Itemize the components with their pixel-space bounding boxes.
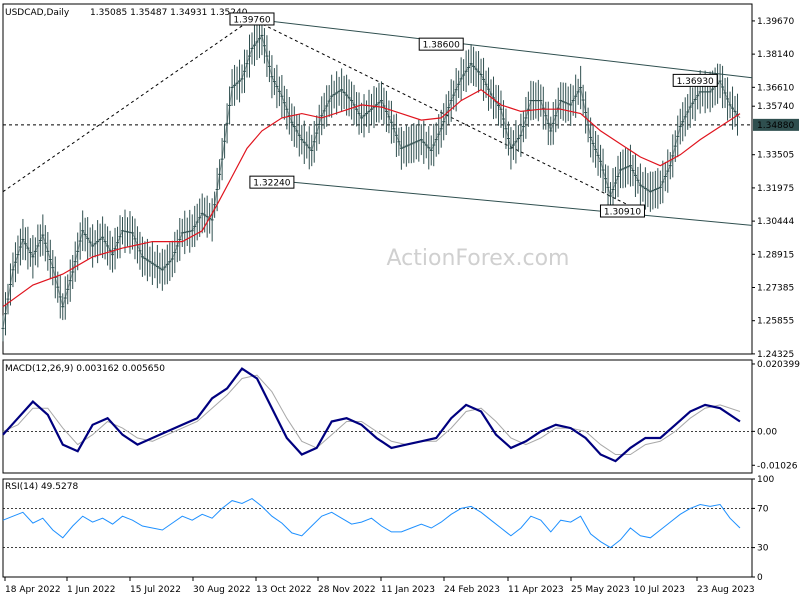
x-tick-label: 1 Jun 2022	[67, 585, 115, 595]
x-tick-label: 11 Jan 2023	[381, 585, 435, 595]
rsi-panel: RSI(14) 49.5278 100 70 30 0	[2, 475, 774, 583]
price-axis-tick-label: 1.38140	[757, 50, 794, 60]
rsi-title: RSI(14) 49.5278	[5, 482, 78, 492]
x-tick-label: 30 Aug 2022	[193, 585, 251, 595]
annotation-box	[418, 37, 464, 51]
price-axis-tick-label: 1.27385	[757, 283, 794, 293]
x-axis: 18 Apr 2022 1 Jun 2022 15 Jul 2022 30 Aug 2…	[4, 577, 755, 595]
price-axis-tick-label: 1.35740	[757, 102, 794, 112]
x-tick-label: 11 Apr 2023	[508, 585, 564, 595]
annotation-box	[672, 73, 718, 87]
annotation-label: 1.30910	[604, 208, 641, 218]
price-axis-tick-label: 1.30444	[757, 217, 794, 227]
annotation-label: 1.38600	[423, 41, 460, 51]
price-axis-tick-label: 1.39670	[757, 17, 794, 27]
price-frame	[2, 3, 753, 355]
header-symbol: USDCAD,Daily	[5, 8, 70, 18]
annotation-label: 1.39760	[233, 15, 270, 25]
price-close-line	[2, 34, 741, 329]
macd-frame	[2, 359, 753, 474]
x-tick-label: 13 Oct 2022	[256, 585, 312, 595]
annotation-box	[249, 175, 295, 189]
channel-upper-line	[251, 18, 753, 79]
price-axis-tick-label: 1.25855	[757, 317, 794, 327]
rsi-axis-tick-label: 70	[757, 504, 769, 514]
macd-panel: MACD(12,26,9) 0.003162 0.005650 0.020399…	[2, 359, 800, 474]
macd-main-line	[2, 367, 741, 463]
annotation-label: 1.36930	[677, 77, 714, 87]
price-axis-tick-label: 1.31975	[757, 184, 794, 194]
macd-axis-tick-label: -0.01026	[757, 461, 798, 471]
price-axis-tick-label: 1.24325	[757, 350, 794, 360]
price-panel: 1.39670 1.38140 1.36610 1.35740 1.33505 1.319…	[1, 3, 799, 360]
x-tick-label: 28 Nov 2022	[318, 585, 376, 595]
dashed-trendline-left	[2, 18, 253, 193]
annotation-label: 1.32240	[253, 179, 290, 189]
macd-title: MACD(12,26,9) 0.003162 0.005650	[5, 364, 165, 374]
price-axis-tick-label: 1.28915	[757, 250, 794, 260]
macd-axis-tick-label: 0.00	[757, 427, 777, 437]
x-tick-label: 15 Jul 2022	[130, 585, 181, 595]
x-tick-label: 25 May 2023	[571, 585, 630, 595]
x-tick-label: 18 Apr 2022	[5, 585, 61, 595]
x-tick-label: 24 Feb 2023	[444, 585, 500, 595]
watermark: ActionForex.com	[387, 246, 570, 271]
rsi-frame	[2, 478, 753, 578]
price-axis-tick-label: 1.36610	[757, 83, 794, 93]
macd-signal-line	[2, 374, 741, 455]
header-ohlc: 1.35085 1.35487 1.34931 1.35240	[90, 8, 248, 18]
rsi-axis-tick-label: 30	[757, 544, 769, 554]
current-price-highlight	[753, 118, 799, 131]
current-price-label: 1.34880	[757, 121, 794, 131]
channel-lower-line	[291, 181, 753, 226]
rsi-line	[2, 498, 741, 549]
x-tick-label: 23 Aug 2023	[697, 585, 755, 595]
macd-axis-tick-label: 0.020399	[757, 360, 800, 370]
price-axis-tick-label: 1.33505	[757, 151, 794, 161]
moving-average-line	[2, 88, 741, 308]
rsi-axis-tick-label: 0	[757, 573, 763, 583]
x-tick-label: 10 Jul 2023	[634, 585, 685, 595]
annotation-box	[229, 12, 275, 26]
annotation-box	[599, 204, 645, 218]
rsi-axis-tick-label: 100	[757, 475, 774, 485]
